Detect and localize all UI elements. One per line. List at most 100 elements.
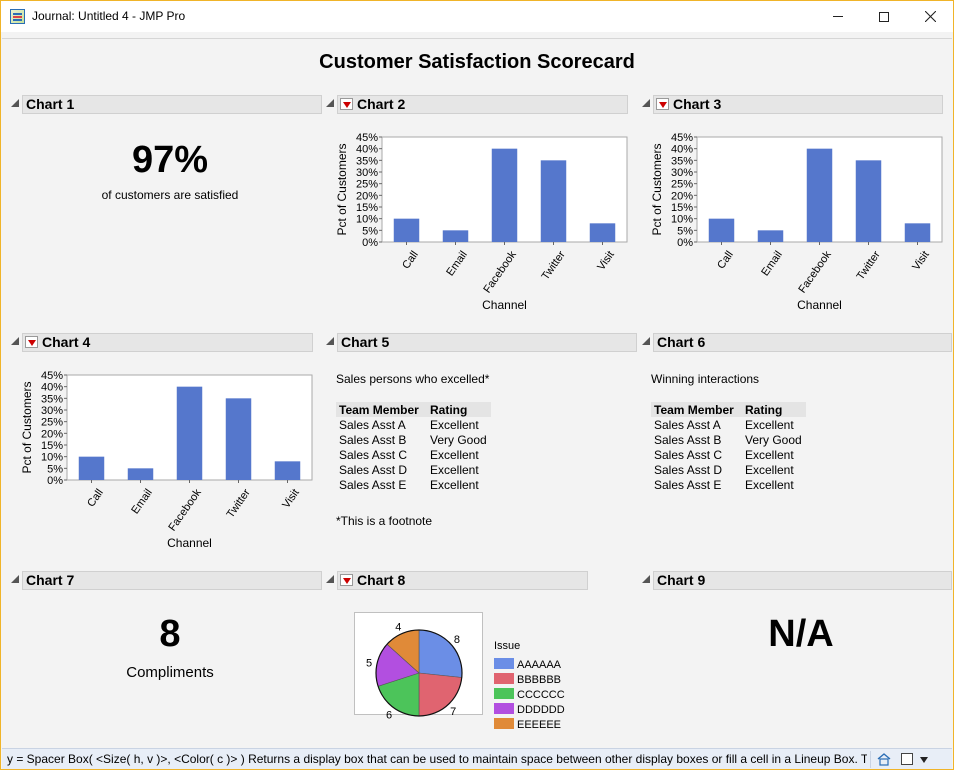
panel-title-chart3: Chart 3 xyxy=(673,96,722,112)
bar xyxy=(78,456,105,480)
y-tick-label: 0% xyxy=(677,237,693,249)
journal-content: Customer Satisfaction Scorecard Chart 1 … xyxy=(2,38,952,744)
y-tick-label: 30% xyxy=(356,167,378,179)
y-axis-label: Pct of Customers xyxy=(20,381,34,473)
bar xyxy=(225,398,252,480)
maximize-button[interactable] xyxy=(861,1,907,32)
table-row: Sales Asst A Excellent xyxy=(336,417,491,432)
table-cell: Excellent xyxy=(430,477,479,492)
x-tick-label: Email xyxy=(444,249,470,278)
disclosure-icon-chart5[interactable] xyxy=(326,337,335,346)
y-tick-label: 35% xyxy=(41,393,63,405)
y-tick-label: 20% xyxy=(41,428,63,440)
x-tick-label: Call xyxy=(85,487,106,509)
bar xyxy=(806,148,833,242)
table-cell: Excellent xyxy=(430,462,479,477)
status-text: y = Spacer Box( <Size( h, v )>, <Color( … xyxy=(7,752,867,766)
bar-chart-chart4: 0%5%10%15%20%25%30%35%40%45% Call Email Fac… xyxy=(20,370,313,550)
close-button[interactable] xyxy=(907,1,953,32)
status-separator xyxy=(870,751,871,768)
slice-label: 7 xyxy=(450,706,456,718)
y-tick-label: 5% xyxy=(677,225,693,237)
bar xyxy=(757,230,784,242)
y-tick-label: 25% xyxy=(671,179,693,191)
bar xyxy=(393,218,420,242)
chart5-caption: Sales persons who excelled* xyxy=(336,372,490,386)
minimize-icon xyxy=(833,16,843,17)
red-triangle-menu-icon-chart4[interactable] xyxy=(25,336,38,348)
legend-swatch xyxy=(494,688,514,699)
slice-label: 8 xyxy=(454,634,460,646)
table-cell: Sales Asst B xyxy=(654,432,722,447)
y-tick-label: 10% xyxy=(356,214,378,226)
panel-header-chart2: Chart 2 xyxy=(337,95,628,114)
red-triangle-menu-icon-chart3[interactable] xyxy=(656,98,669,110)
table-row: Sales Asst B Very Good xyxy=(651,432,806,447)
window-title: Journal: Untitled 4 - JMP Pro xyxy=(32,9,186,23)
legend-label: BBBBBB xyxy=(517,674,561,686)
table-row: Sales Asst A Excellent xyxy=(651,417,806,432)
table-cell: Sales Asst C xyxy=(654,447,723,462)
x-axis-label: Channel xyxy=(797,298,842,312)
table-row: Sales Asst C Excellent xyxy=(336,447,491,462)
disclosure-icon-chart8[interactable] xyxy=(326,575,335,584)
disclosure-icon-chart9[interactable] xyxy=(642,575,651,584)
pie-chart-chart8: 8 7 6 5 4 Issue AAAAAA BBBBBB CCCCCC DDDDDD EEEEEE xyxy=(366,621,565,731)
y-tick-label: 0% xyxy=(362,237,378,249)
x-tick-label: Twitter xyxy=(224,487,253,521)
pie-outline xyxy=(375,629,463,717)
disclosure-icon-chart1[interactable] xyxy=(11,99,20,108)
chevron-down-icon[interactable] xyxy=(920,757,928,763)
table-header-row: Team Member Rating xyxy=(336,402,491,417)
x-tick-label: Facebook xyxy=(796,249,834,296)
disclosure-icon-chart7[interactable] xyxy=(11,575,20,584)
red-triangle-menu-icon-chart8[interactable] xyxy=(340,574,353,586)
bar-chart-chart2: 0%5%10%15%20%25%30%35%40%45% Call Email Fac… xyxy=(335,132,628,312)
table-cell: Excellent xyxy=(430,417,479,432)
y-tick-label: 45% xyxy=(671,132,693,144)
panel-header-chart3: Chart 3 xyxy=(653,95,943,114)
y-tick-label: 0% xyxy=(47,475,63,487)
panel-title-chart2: Chart 2 xyxy=(357,96,406,112)
scorecard-title: Customer Satisfaction Scorecard xyxy=(319,51,635,73)
bar xyxy=(904,223,931,242)
panel-header-chart6: Chart 6 xyxy=(653,333,952,352)
y-tick-label: 40% xyxy=(41,382,63,394)
y-tick-label: 15% xyxy=(356,202,378,214)
chart5-table: Team Member Rating Sales Asst A Excellent… xyxy=(336,402,491,492)
table-row: Sales Asst D Excellent xyxy=(336,462,491,477)
table-cell: Sales Asst E xyxy=(654,477,722,492)
bar xyxy=(708,218,735,242)
table-cell: Excellent xyxy=(745,462,794,477)
bar xyxy=(176,386,203,480)
red-triangle-menu-icon-chart2[interactable] xyxy=(340,98,353,110)
disclosure-icon-chart2[interactable] xyxy=(326,99,335,108)
disclosure-icon-chart6[interactable] xyxy=(642,337,651,346)
checkbox-icon[interactable] xyxy=(901,753,913,765)
panel-title-chart6: Chart 6 xyxy=(657,334,706,350)
x-tick-label: Twitter xyxy=(854,249,883,283)
panel-title-chart7: Chart 7 xyxy=(26,572,75,588)
y-axis-label: Pct of Customers xyxy=(335,143,349,235)
y-tick-label: 25% xyxy=(356,179,378,191)
close-icon xyxy=(924,11,936,22)
bar xyxy=(442,230,469,242)
x-tick-label: Email xyxy=(129,487,155,516)
home-icon[interactable] xyxy=(876,752,892,766)
disclosure-icon-chart3[interactable] xyxy=(642,99,651,108)
y-tick-label: 10% xyxy=(671,214,693,226)
x-tick-label: Facebook xyxy=(166,487,204,534)
y-tick-label: 30% xyxy=(41,405,63,417)
disclosure-icon-chart4[interactable] xyxy=(11,337,20,346)
y-tick-label: 5% xyxy=(362,225,378,237)
table-cell: Sales Asst A xyxy=(654,417,721,432)
x-axis-label: Channel xyxy=(167,536,212,550)
table-cell: Sales Asst C xyxy=(339,447,408,462)
column-header-team-member: Team Member xyxy=(651,402,742,417)
minimize-button[interactable] xyxy=(815,1,861,32)
legend-swatch xyxy=(494,718,514,729)
chart9-value: N/A xyxy=(768,613,834,655)
legend-swatch xyxy=(494,658,514,669)
maximize-icon xyxy=(879,11,889,22)
